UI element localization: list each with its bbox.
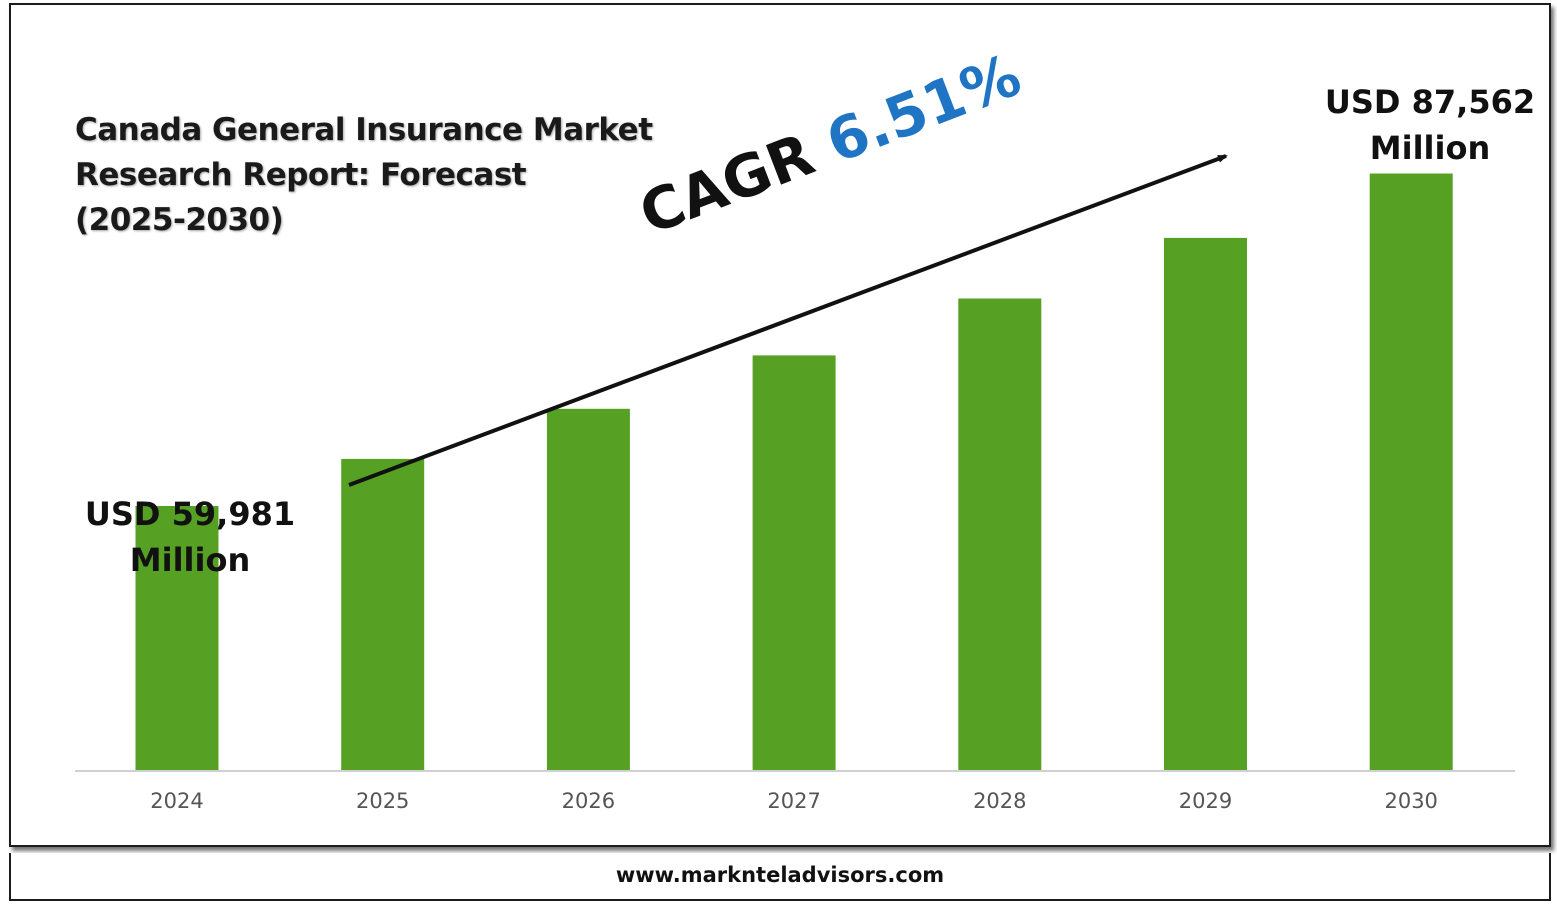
start-value-callout: USD 59,981 Million [70,491,310,583]
bar-2025 [341,458,425,771]
footer: www.marknteladvisors.com [9,853,1551,901]
x-tick-label: 2030 [1384,789,1437,813]
bar-2030 [1369,173,1453,771]
chart-title-line: Research Report: Forecast [75,157,527,193]
bar-2026 [546,408,630,771]
chart-title-line: Canada General Insurance Market [75,112,653,148]
start-value-unit: Million [129,541,251,579]
bar-2027 [752,355,836,771]
x-tick-label: 2024 [150,789,203,813]
chart-title: Canada General Insurance Market Research… [75,108,715,243]
website-link[interactable]: www.marknteladvisors.com [615,863,945,887]
trend-arrow [348,154,1228,487]
bar-2029 [1164,237,1247,771]
x-tick-label: 2026 [562,789,615,813]
chart-title-line: (2025-2030) [75,202,284,238]
end-value-callout: USD 87,562 Million [1300,79,1557,171]
bars-group [135,173,1453,771]
start-value-amount: USD 59,981 [84,495,296,533]
bar-2024 [135,506,219,771]
x-tick-label: 2028 [973,789,1026,813]
x-tick-label: 2025 [356,789,409,813]
x-tick-label: 2029 [1179,789,1232,813]
end-value-amount: USD 87,562 [1324,83,1536,121]
bar-2028 [958,298,1042,771]
x-tick-label: 2027 [767,789,820,813]
end-value-unit: Million [1369,129,1491,167]
x-tick-labels: 2024 2025 2026 2027 2028 2029 2030 [150,789,1438,813]
